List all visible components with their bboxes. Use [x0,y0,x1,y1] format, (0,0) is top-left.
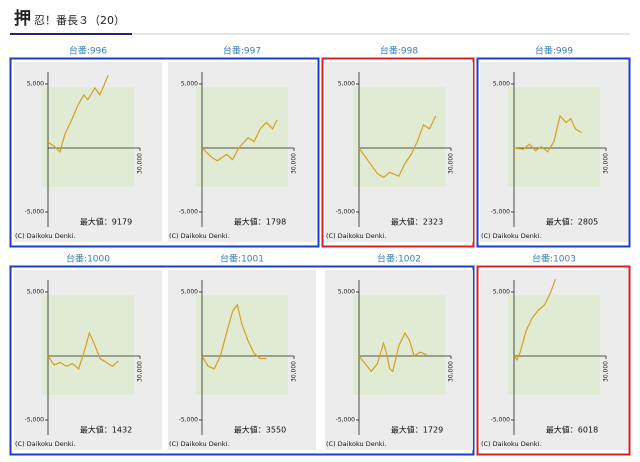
y-tick-label: -5,000 [336,417,356,424]
y-tick-label: 5,000 [27,81,44,88]
credit: (C) Daikoku Denki. [169,440,230,448]
credit: (C) Daikoku Denki. [169,232,230,240]
header-subtitle: 忍！番長３（20） [34,14,125,27]
y-tick-label: -5,000 [336,209,356,216]
x-tick-label: 30,000 [137,361,144,382]
panel-art [42,295,134,395]
panel-art [508,295,600,395]
credit: (C) Daikoku Denki. [481,232,542,240]
data-line [358,115,437,179]
group-border [321,57,475,248]
credit: (C) Daikoku Denki. [15,440,76,448]
x-tick-label: 30,000 [291,361,298,382]
panel-art [196,295,288,395]
header-title: 押 [14,8,31,29]
group-border [476,265,631,456]
max-label: 最大値：1729 [391,425,443,435]
panel-title: 台番:1001 [220,253,264,265]
panel-title: 台番:999 [535,45,573,57]
panel-title: 台番:997 [223,45,261,57]
x-tick-label: 30,000 [448,153,455,174]
panel-title: 台番:1003 [532,253,576,265]
y-tick-label: 5,000 [27,289,44,296]
data-line [513,114,582,153]
panel-title: 台番:996 [69,45,107,57]
x-tick-label: 30,000 [603,153,610,174]
group-border [9,265,475,456]
y-tick-label: 5,000 [181,81,198,88]
y-tick-label: -5,000 [491,209,511,216]
panel-art [196,87,288,187]
y-tick-label: -5,000 [179,209,199,216]
panel-art [508,87,600,187]
y-tick-label: -5,000 [179,417,199,424]
max-label: 最大値：2323 [391,217,443,227]
data-line [201,119,278,162]
x-tick-label: 30,000 [291,153,298,174]
max-label: 最大値：3550 [234,425,286,435]
x-tick-label: 30,000 [137,153,144,174]
credit: (C) Daikoku Denki. [326,440,387,448]
data-line [513,278,556,362]
max-label: 最大値：6018 [546,425,598,435]
y-tick-label: 5,000 [493,289,510,296]
y-tick-label: -5,000 [25,417,45,424]
y-tick-label: 5,000 [338,81,355,88]
x-tick-label: 30,000 [603,361,610,382]
y-tick-label: -5,000 [25,209,45,216]
group-border [9,57,320,248]
data-line [201,303,267,370]
credit: (C) Daikoku Denki. [326,232,387,240]
data-line [47,331,119,370]
panel-title: 台番:998 [380,45,418,57]
max-label: 最大値：2805 [546,217,598,227]
panel-art [353,87,445,187]
panel-title: 台番:1002 [377,253,421,265]
credit: (C) Daikoku Denki. [481,440,542,448]
data-line [47,74,109,154]
max-label: 最大値：9179 [80,217,132,227]
y-tick-label: 5,000 [338,289,355,296]
panel-title: 台番:1000 [66,253,110,265]
panel-art [42,87,134,187]
data-line [358,331,427,373]
y-tick-label: -5,000 [491,417,511,424]
group-border [476,57,631,248]
y-tick-label: 5,000 [493,81,510,88]
max-label: 最大値：1432 [80,425,132,435]
credit: (C) Daikoku Denki. [15,232,76,240]
max-label: 最大値：1798 [234,217,286,227]
y-tick-label: 5,000 [181,289,198,296]
x-tick-label: 30,000 [448,361,455,382]
